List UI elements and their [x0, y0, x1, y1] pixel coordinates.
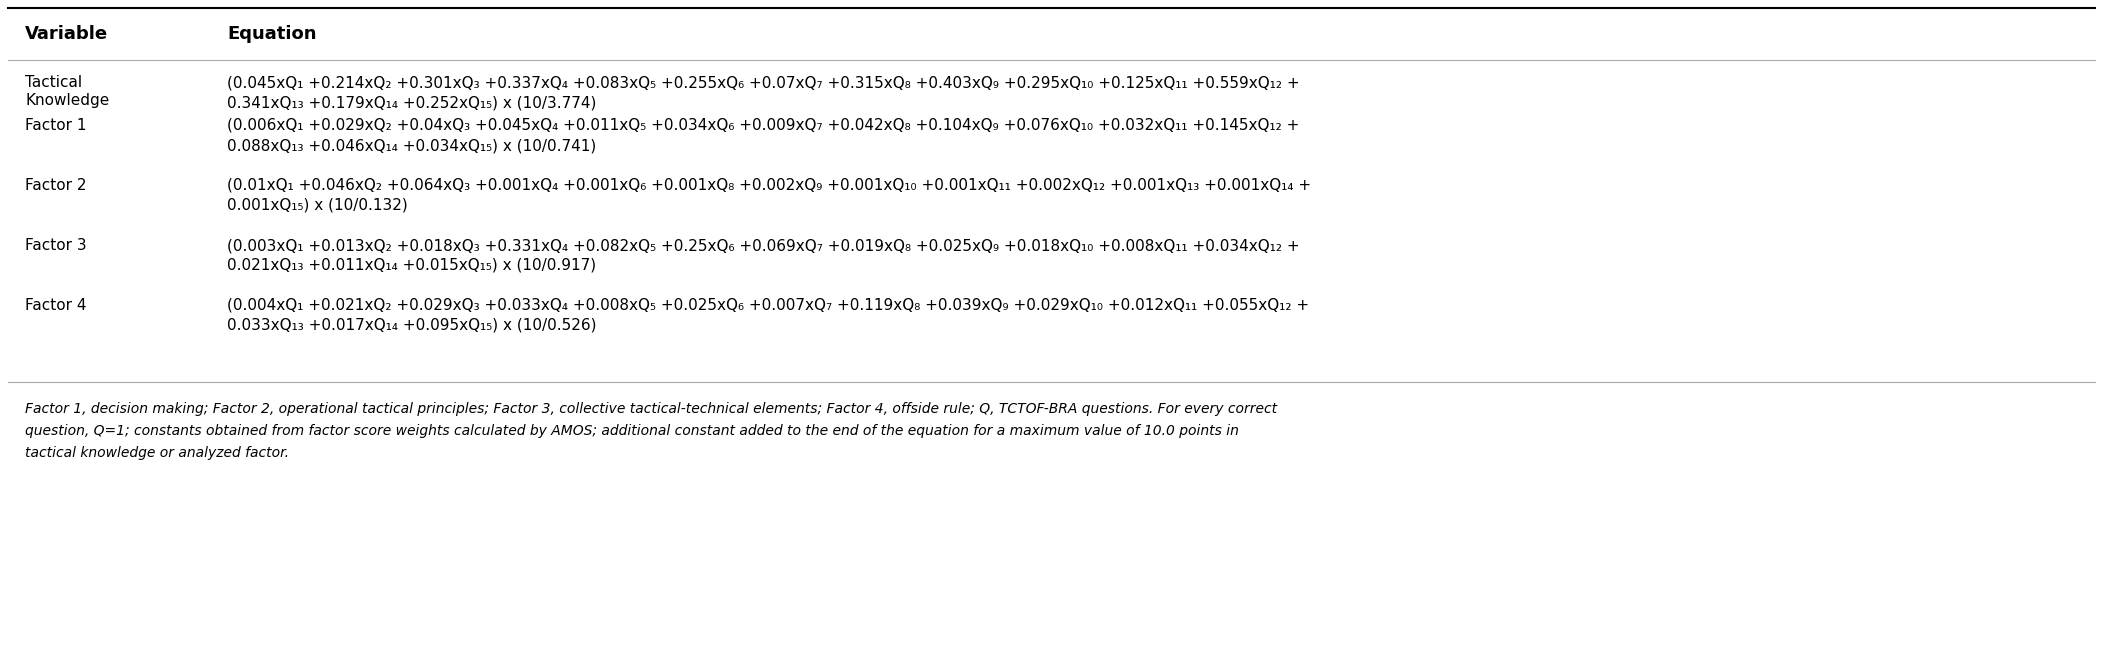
Text: Variable: Variable [25, 25, 109, 43]
Text: 0.033xQ₁₃ +0.017xQ₁₄ +0.095xQ₁₅) x (10/0.526): 0.033xQ₁₃ +0.017xQ₁₄ +0.095xQ₁₅) x (10/0… [227, 318, 597, 333]
Text: (0.045xQ₁ +0.214xQ₂ +0.301xQ₃ +0.337xQ₄ +0.083xQ₅ +0.255xQ₆ +0.07xQ₇ +0.315xQ₈ +: (0.045xQ₁ +0.214xQ₂ +0.301xQ₃ +0.337xQ₄ … [227, 75, 1300, 90]
Text: Factor 4: Factor 4 [25, 298, 86, 313]
Text: Tactical: Tactical [25, 75, 82, 90]
Text: Factor 1: Factor 1 [25, 118, 86, 133]
Text: (0.004xQ₁ +0.021xQ₂ +0.029xQ₃ +0.033xQ₄ +0.008xQ₅ +0.025xQ₆ +0.007xQ₇ +0.119xQ₈ : (0.004xQ₁ +0.021xQ₂ +0.029xQ₃ +0.033xQ₄ … [227, 298, 1310, 313]
Text: Factor 2: Factor 2 [25, 178, 86, 193]
Text: (0.01xQ₁ +0.046xQ₂ +0.064xQ₃ +0.001xQ₄ +0.001xQ₆ +0.001xQ₈ +0.002xQ₉ +0.001xQ₁₀ : (0.01xQ₁ +0.046xQ₂ +0.064xQ₃ +0.001xQ₄ +… [227, 178, 1312, 193]
Text: 0.088xQ₁₃ +0.046xQ₁₄ +0.034xQ₁₅) x (10/0.741): 0.088xQ₁₃ +0.046xQ₁₄ +0.034xQ₁₅) x (10/0… [227, 138, 597, 153]
Text: 0.001xQ₁₅) x (10/0.132): 0.001xQ₁₅) x (10/0.132) [227, 198, 408, 213]
Text: Equation: Equation [227, 25, 318, 43]
Text: question, Q=1; constants obtained from factor score weights calculated by AMOS; : question, Q=1; constants obtained from f… [25, 424, 1239, 438]
Text: Factor 1, decision making; Factor 2, operational tactical principles; Factor 3, : Factor 1, decision making; Factor 2, ope… [25, 402, 1277, 416]
Text: (0.006xQ₁ +0.029xQ₂ +0.04xQ₃ +0.045xQ₄ +0.011xQ₅ +0.034xQ₆ +0.009xQ₇ +0.042xQ₈ +: (0.006xQ₁ +0.029xQ₂ +0.04xQ₃ +0.045xQ₄ +… [227, 118, 1300, 133]
Text: 0.021xQ₁₃ +0.011xQ₁₄ +0.015xQ₁₅) x (10/0.917): 0.021xQ₁₃ +0.011xQ₁₄ +0.015xQ₁₅) x (10/0… [227, 258, 597, 273]
Text: 0.341xQ₁₃ +0.179xQ₁₄ +0.252xQ₁₅) x (10/3.774): 0.341xQ₁₃ +0.179xQ₁₄ +0.252xQ₁₅) x (10/3… [227, 95, 597, 110]
Text: (0.003xQ₁ +0.013xQ₂ +0.018xQ₃ +0.331xQ₄ +0.082xQ₅ +0.25xQ₆ +0.069xQ₇ +0.019xQ₈ +: (0.003xQ₁ +0.013xQ₂ +0.018xQ₃ +0.331xQ₄ … [227, 238, 1300, 253]
Text: Factor 3: Factor 3 [25, 238, 86, 253]
Text: Knowledge: Knowledge [25, 93, 109, 108]
Text: tactical knowledge or analyzed factor.: tactical knowledge or analyzed factor. [25, 446, 290, 460]
